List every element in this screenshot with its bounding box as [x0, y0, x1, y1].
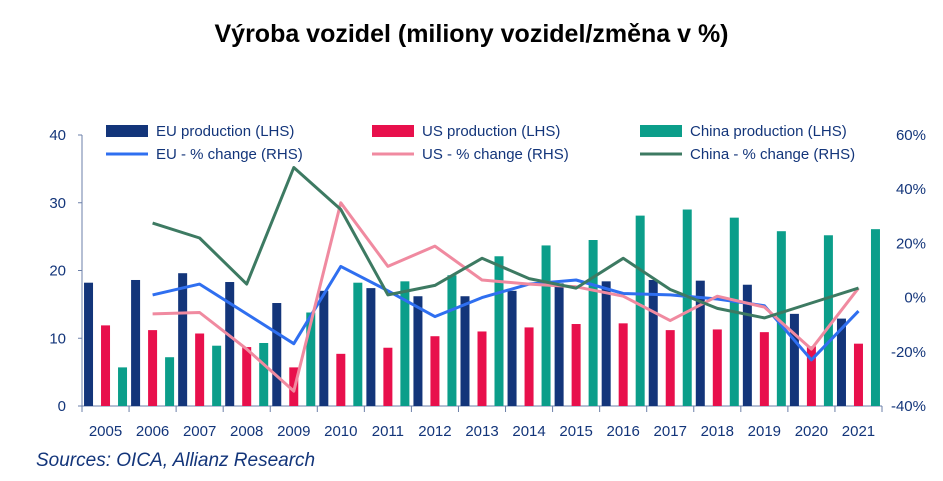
bar-us	[148, 330, 158, 406]
bar-eu	[413, 296, 423, 406]
bar-us	[712, 329, 722, 406]
bar-eu	[84, 282, 94, 406]
x-tick-label: 2020	[795, 423, 828, 440]
chart-title: Výroba vozidel (miliony vozidel/změna v …	[214, 20, 729, 48]
bar-china	[259, 342, 269, 406]
legend-swatch	[106, 125, 148, 137]
right-tick-label: 20%	[896, 235, 926, 252]
bar-eu	[366, 288, 376, 406]
bar-china	[776, 231, 786, 406]
bar-eu	[601, 281, 611, 406]
bar-china	[823, 235, 833, 406]
bar-china	[118, 367, 128, 406]
x-tick-label: 2019	[748, 423, 781, 440]
right-tick-label: -40%	[891, 398, 926, 415]
bar-us	[101, 325, 111, 406]
left-tick-label: 0	[58, 398, 66, 415]
left-tick-label: 30	[49, 195, 66, 212]
bar-eu	[272, 303, 282, 406]
bar-us	[571, 324, 581, 406]
bar-us	[759, 332, 769, 406]
x-tick-label: 2010	[324, 423, 357, 440]
bar-us	[195, 333, 205, 406]
bar-us	[618, 323, 628, 406]
right-tick-label: -20%	[891, 344, 926, 361]
bar-china	[682, 209, 692, 406]
bar-us	[853, 343, 863, 406]
legend-label: China - % change (RHS)	[690, 146, 855, 163]
x-tick-label: 2016	[606, 423, 639, 440]
left-tick-label: 10	[49, 330, 66, 347]
x-tick-label: 2015	[559, 423, 592, 440]
bar-eu	[789, 313, 799, 406]
bar-china	[212, 345, 222, 406]
bar-us	[336, 353, 346, 406]
x-tick-label: 2021	[842, 423, 875, 440]
bar-china	[400, 281, 410, 406]
legend-label: EU production (LHS)	[156, 123, 294, 140]
bar-us	[477, 331, 487, 406]
bar-china	[635, 215, 645, 406]
x-tick-label: 2013	[465, 423, 498, 440]
bar-us	[665, 330, 675, 406]
right-tick-label: 40%	[896, 181, 926, 198]
bars	[84, 209, 880, 406]
x-tick-label: 2011	[372, 423, 404, 440]
bar-eu	[554, 283, 564, 406]
source-note: Sources: OICA, Allianz Research	[36, 450, 316, 471]
right-tick-label: 0%	[904, 290, 926, 307]
line-china	[152, 166, 859, 320]
legend-label: US - % change (RHS)	[422, 146, 569, 163]
x-tick-label: 2014	[512, 423, 545, 440]
axes: 0 10 20 30 40 -40% -20% 0% 20% 40% 60% 2005 2006 2007…	[49, 127, 926, 440]
left-tick-label: 40	[49, 127, 66, 144]
line-us	[152, 201, 860, 393]
legend-swatch	[372, 125, 414, 137]
bar-china	[447, 275, 457, 406]
x-tick-label: 2006	[136, 423, 169, 440]
legend-label: China production (LHS)	[690, 123, 847, 140]
bar-china	[306, 312, 316, 406]
bar-eu	[319, 290, 329, 406]
x-tick-label: 2009	[277, 423, 310, 440]
bar-china	[870, 229, 880, 406]
x-tick-label: 2018	[701, 423, 734, 440]
bar-eu	[225, 282, 235, 406]
bar-us	[806, 346, 816, 406]
bar-us	[524, 327, 534, 406]
bar-eu	[178, 273, 188, 406]
x-tick-label: 2017	[654, 423, 687, 440]
bar-eu	[742, 284, 752, 406]
left-tick-label: 20	[49, 263, 66, 280]
legend-swatch	[640, 125, 682, 137]
legend-label: EU - % change (RHS)	[156, 146, 303, 163]
bar-us	[242, 347, 252, 406]
right-tick-label: 60%	[896, 127, 926, 144]
bar-china	[541, 245, 551, 406]
legend: EU production (LHS) US production (LHS) Ch…	[106, 123, 855, 163]
bar-eu	[836, 318, 846, 406]
bar-us	[430, 336, 440, 406]
x-tick-label: 2005	[89, 423, 122, 440]
bar-eu	[507, 290, 517, 406]
x-tick-label: 2012	[418, 423, 451, 440]
bar-us	[383, 347, 393, 406]
bar-eu	[648, 279, 658, 406]
x-tick-label: 2007	[183, 423, 216, 440]
bar-eu	[695, 280, 705, 406]
bar-china	[165, 357, 175, 406]
bar-china	[353, 282, 363, 406]
bar-china	[494, 256, 504, 406]
bar-china	[588, 240, 598, 406]
line-eu	[152, 264, 860, 362]
x-tick-label: 2008	[230, 423, 263, 440]
bar-eu	[131, 279, 141, 406]
legend-label: US production (LHS)	[422, 123, 560, 140]
bar-eu	[460, 296, 470, 406]
lines	[152, 166, 860, 393]
